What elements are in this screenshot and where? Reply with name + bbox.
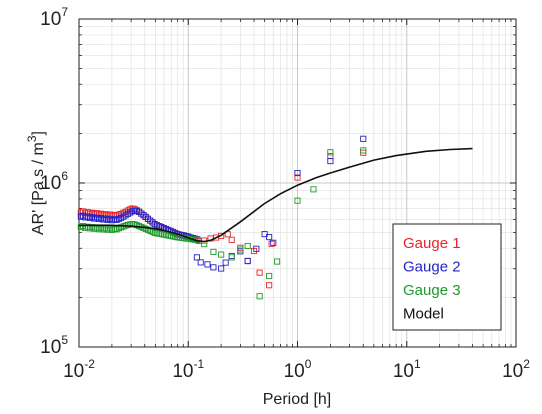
data-point — [266, 234, 273, 241]
legend: Gauge 1 Gauge 2 Gauge 3 Model — [392, 223, 502, 331]
data-point — [327, 158, 334, 165]
data-point — [360, 147, 367, 154]
data-point — [310, 186, 317, 193]
data-point — [360, 135, 367, 142]
data-point — [274, 258, 281, 265]
series-layer — [77, 135, 473, 300]
data-point — [270, 239, 277, 246]
data-point — [268, 240, 275, 247]
data-point — [237, 246, 244, 253]
axis-ticks — [78, 18, 517, 348]
data-point — [95, 215, 102, 223]
legend-entry: Gauge 2 — [403, 259, 461, 276]
legend-entry: Gauge 3 — [403, 282, 461, 299]
y-axis-label: AR' [Pa s / m3] — [25, 131, 47, 235]
data-point — [222, 259, 229, 266]
data-point — [102, 215, 109, 222]
data-point — [244, 258, 251, 265]
data-point — [193, 254, 200, 261]
data-point — [218, 251, 225, 258]
y-tick-labels: 105 106 107 — [40, 5, 68, 358]
y-tick-label: 107 — [40, 5, 68, 30]
data-point — [210, 264, 217, 271]
data-point — [244, 242, 251, 250]
series-model — [78, 147, 473, 243]
data-point — [80, 212, 87, 219]
data-point — [228, 254, 235, 261]
data-point — [294, 169, 301, 177]
y-tick-label: 105 — [40, 333, 68, 358]
model-line — [78, 147, 473, 243]
x-tick-label: 10-2 — [63, 357, 95, 382]
legend-box — [392, 223, 502, 331]
x-tick-label: 10-1 — [172, 357, 204, 382]
data-point — [197, 259, 204, 266]
x-tick-labels: 10-2 10-1 100 101 102 — [63, 357, 530, 382]
data-point — [256, 293, 263, 300]
data-point — [224, 231, 231, 238]
x-tick-label: 100 — [284, 357, 312, 382]
data-point — [140, 212, 147, 219]
series-gauge-2 — [77, 135, 367, 272]
y-tick-label: 106 — [40, 169, 68, 194]
data-point — [294, 174, 301, 181]
data-point — [218, 265, 225, 272]
data-point — [228, 236, 235, 243]
data-point — [256, 269, 263, 276]
legend-entry: Gauge 1 — [403, 235, 461, 252]
data-point — [253, 245, 260, 252]
x-tick-label: 101 — [393, 357, 421, 382]
data-point — [266, 272, 273, 280]
x-axis-label: Period [h] — [263, 391, 331, 408]
x-tick-label: 102 — [502, 357, 530, 382]
data-point — [210, 248, 217, 255]
data-point — [95, 226, 102, 233]
data-point — [327, 149, 334, 156]
data-point — [294, 197, 301, 204]
data-point — [89, 213, 96, 221]
data-point — [204, 261, 211, 268]
legend-entry: Model — [403, 306, 444, 323]
data-point — [266, 282, 273, 289]
